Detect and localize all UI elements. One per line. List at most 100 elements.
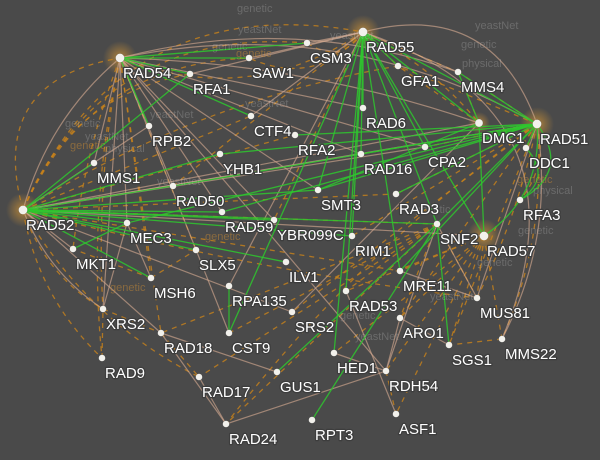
edge-genetic[interactable]	[119, 57, 152, 279]
node-RIM1[interactable]	[348, 232, 356, 240]
edge-yeastNet[interactable]	[333, 31, 364, 354]
edge-yeastNet[interactable]	[483, 123, 539, 237]
edge-physical[interactable]	[22, 209, 293, 313]
edge-yeastNet[interactable]	[362, 31, 399, 67]
edge-genetic[interactable]	[399, 223, 438, 319]
node-RFA2[interactable]	[291, 131, 299, 139]
edge-physical[interactable]	[22, 209, 485, 237]
node-SLX5[interactable]	[192, 246, 200, 254]
node-label-RAD9[interactable]: RAD9	[104, 364, 147, 384]
node-label-MKT1[interactable]: MKT1	[75, 255, 118, 275]
edge-yeastNet[interactable]	[317, 123, 538, 191]
edge-physical[interactable]	[119, 57, 387, 372]
edge-physical[interactable]	[126, 222, 152, 279]
edge-physical[interactable]	[250, 31, 364, 117]
edge-genetic[interactable]	[198, 223, 438, 378]
edge-physical[interactable]	[399, 270, 478, 299]
edge-yeastNet[interactable]	[221, 123, 538, 213]
edge-yeastNet[interactable]	[457, 71, 480, 124]
node-CSM3[interactable]	[303, 39, 311, 47]
node-label-YHB1[interactable]: YHB1	[222, 160, 264, 180]
node-RAD59[interactable]	[218, 208, 226, 216]
node-DMC1[interactable]	[474, 118, 484, 128]
node-label-MEC3[interactable]: MEC3	[129, 229, 173, 249]
edge-physical[interactable]	[93, 57, 121, 164]
node-ARO1[interactable]	[396, 314, 404, 322]
node-RAD16[interactable]	[357, 150, 365, 158]
edge-yeastNet[interactable]	[360, 123, 538, 155]
node-MSH6[interactable]	[147, 274, 155, 282]
edge-yeastNet[interactable]	[436, 123, 538, 225]
node-RAD55[interactable]	[358, 27, 368, 37]
edge-physical[interactable]	[362, 31, 459, 73]
node-RFA1[interactable]	[186, 70, 194, 78]
edge-genetic[interactable]	[22, 209, 478, 299]
node-SGS1[interactable]	[445, 341, 453, 349]
edge-genetic[interactable]	[385, 370, 397, 415]
node-MMS1[interactable]	[90, 159, 98, 167]
edge-genetic[interactable]	[225, 223, 438, 425]
edge-physical[interactable]	[476, 123, 538, 299]
edge-yeastNet[interactable]	[22, 209, 287, 263]
edge-yeastNet[interactable]	[119, 57, 191, 75]
edge-yeastNet[interactable]	[119, 42, 308, 59]
edge-genetic[interactable]	[119, 57, 162, 334]
edge-genetic[interactable]	[273, 31, 364, 221]
edge-yeastNet[interactable]	[119, 57, 150, 127]
edge-genetic[interactable]	[345, 235, 485, 292]
node-label-CTF4[interactable]: CTF4	[253, 122, 293, 142]
edge-genetic[interactable]	[72, 57, 121, 250]
edge-physical[interactable]	[198, 376, 227, 425]
edge-genetic[interactable]	[22, 209, 104, 310]
node-label-SAW1[interactable]: SAW1	[251, 64, 296, 84]
node-label-RPA135[interactable]: RPA135	[231, 292, 288, 312]
node-label-HED1[interactable]: HED1	[336, 359, 379, 379]
node-YHB1[interactable]	[216, 150, 224, 158]
node-SMT3[interactable]	[314, 186, 322, 194]
node-label-MSH6[interactable]: MSH6	[153, 284, 197, 304]
edge-yeastNet[interactable]	[362, 31, 401, 272]
edge-yeastNet[interactable]	[276, 223, 438, 373]
node-label-RDH54[interactable]: RDH54	[388, 377, 440, 397]
node-label-GFA1[interactable]: GFA1	[400, 72, 441, 92]
node-CPA2[interactable]	[421, 143, 429, 151]
edge-yeastNet[interactable]	[22, 209, 197, 251]
node-label-RAD18[interactable]: RAD18	[163, 339, 214, 359]
edge-genetic[interactable]	[397, 65, 480, 124]
node-HED1[interactable]	[330, 349, 338, 357]
edge-genetic[interactable]	[172, 31, 364, 187]
edge-yeastNet[interactable]	[362, 31, 480, 124]
edge-physical[interactable]	[22, 57, 121, 211]
edge-genetic[interactable]	[150, 249, 197, 279]
node-label-RAD24[interactable]: RAD24	[228, 430, 279, 450]
node-label-MUS81[interactable]: MUS81	[479, 304, 532, 324]
node-RAD51[interactable]	[532, 119, 542, 129]
node-label-CPA2[interactable]: CPA2	[427, 153, 468, 173]
node-label-ASF1[interactable]: ASF1	[398, 420, 438, 440]
edge-physical[interactable]	[291, 122, 480, 313]
edge-physical[interactable]	[189, 31, 364, 75]
node-label-RAD6[interactable]: RAD6	[365, 114, 408, 134]
edge-physical[interactable]	[22, 209, 74, 250]
node-label-RPT3[interactable]: RPT3	[314, 426, 355, 446]
edge-physical[interactable]	[385, 223, 438, 372]
edge-yeastNet[interactable]	[294, 123, 538, 136]
node-MRE11[interactable]	[396, 267, 404, 275]
node-label-RFA2[interactable]: RFA2	[297, 141, 337, 161]
edge-yeastNet[interactable]	[22, 209, 223, 213]
edge-physical[interactable]	[119, 57, 362, 155]
node-XRS2[interactable]	[99, 305, 107, 313]
node-label-RAD50[interactable]: RAD50	[175, 192, 226, 212]
edge-genetic[interactable]	[345, 223, 438, 292]
edge-genetic[interactable]	[22, 209, 401, 272]
node-RAD9[interactable]	[98, 354, 106, 362]
node-RPB2[interactable]	[145, 122, 153, 130]
node-RAD18[interactable]	[157, 329, 165, 337]
edge-yeastNet[interactable]	[519, 147, 539, 201]
edge-yeastNet[interactable]	[317, 122, 480, 191]
edge-genetic[interactable]	[22, 73, 191, 211]
edge-yeastNet[interactable]	[395, 123, 538, 195]
node-label-CSM3[interactable]: CSM3	[309, 49, 353, 69]
node-SNF2[interactable]	[433, 220, 441, 228]
edge-physical[interactable]	[102, 222, 128, 310]
